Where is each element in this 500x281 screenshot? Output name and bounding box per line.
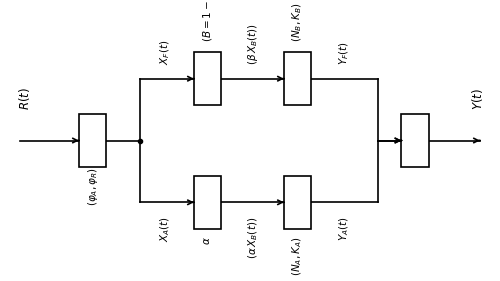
Text: $(\alpha\,X_B(t))$: $(\alpha\,X_B(t))$ [246, 216, 260, 259]
Text: $\alpha$: $\alpha$ [202, 236, 212, 245]
Text: $Y_F(t)$: $Y_F(t)$ [337, 40, 351, 65]
Text: $R(t)$: $R(t)$ [18, 87, 32, 110]
Text: $(N_A, K_A)$: $(N_A, K_A)$ [290, 236, 304, 276]
Bar [401, 114, 429, 167]
Bar [79, 114, 106, 167]
Bar [284, 52, 311, 105]
Text: $X_A(t)$: $X_A(t)$ [158, 216, 172, 243]
Bar [194, 176, 221, 229]
Text: $Y_A(t)$: $Y_A(t)$ [337, 216, 351, 241]
Text: $(\varphi_A,\varphi_R)$: $(\varphi_A,\varphi_R)$ [86, 167, 100, 206]
Text: $Y(t)$: $Y(t)$ [470, 88, 485, 110]
Bar [284, 176, 311, 229]
Text: $X_F(t)$: $X_F(t)$ [158, 39, 172, 65]
Text: $(N_B, K_B)$: $(N_B, K_B)$ [290, 3, 304, 42]
Text: $(B = 1-\alpha)$: $(B = 1-\alpha)$ [201, 0, 214, 42]
Bar [194, 52, 221, 105]
Text: $(\beta\,X_B(t))$: $(\beta\,X_B(t))$ [246, 22, 260, 65]
